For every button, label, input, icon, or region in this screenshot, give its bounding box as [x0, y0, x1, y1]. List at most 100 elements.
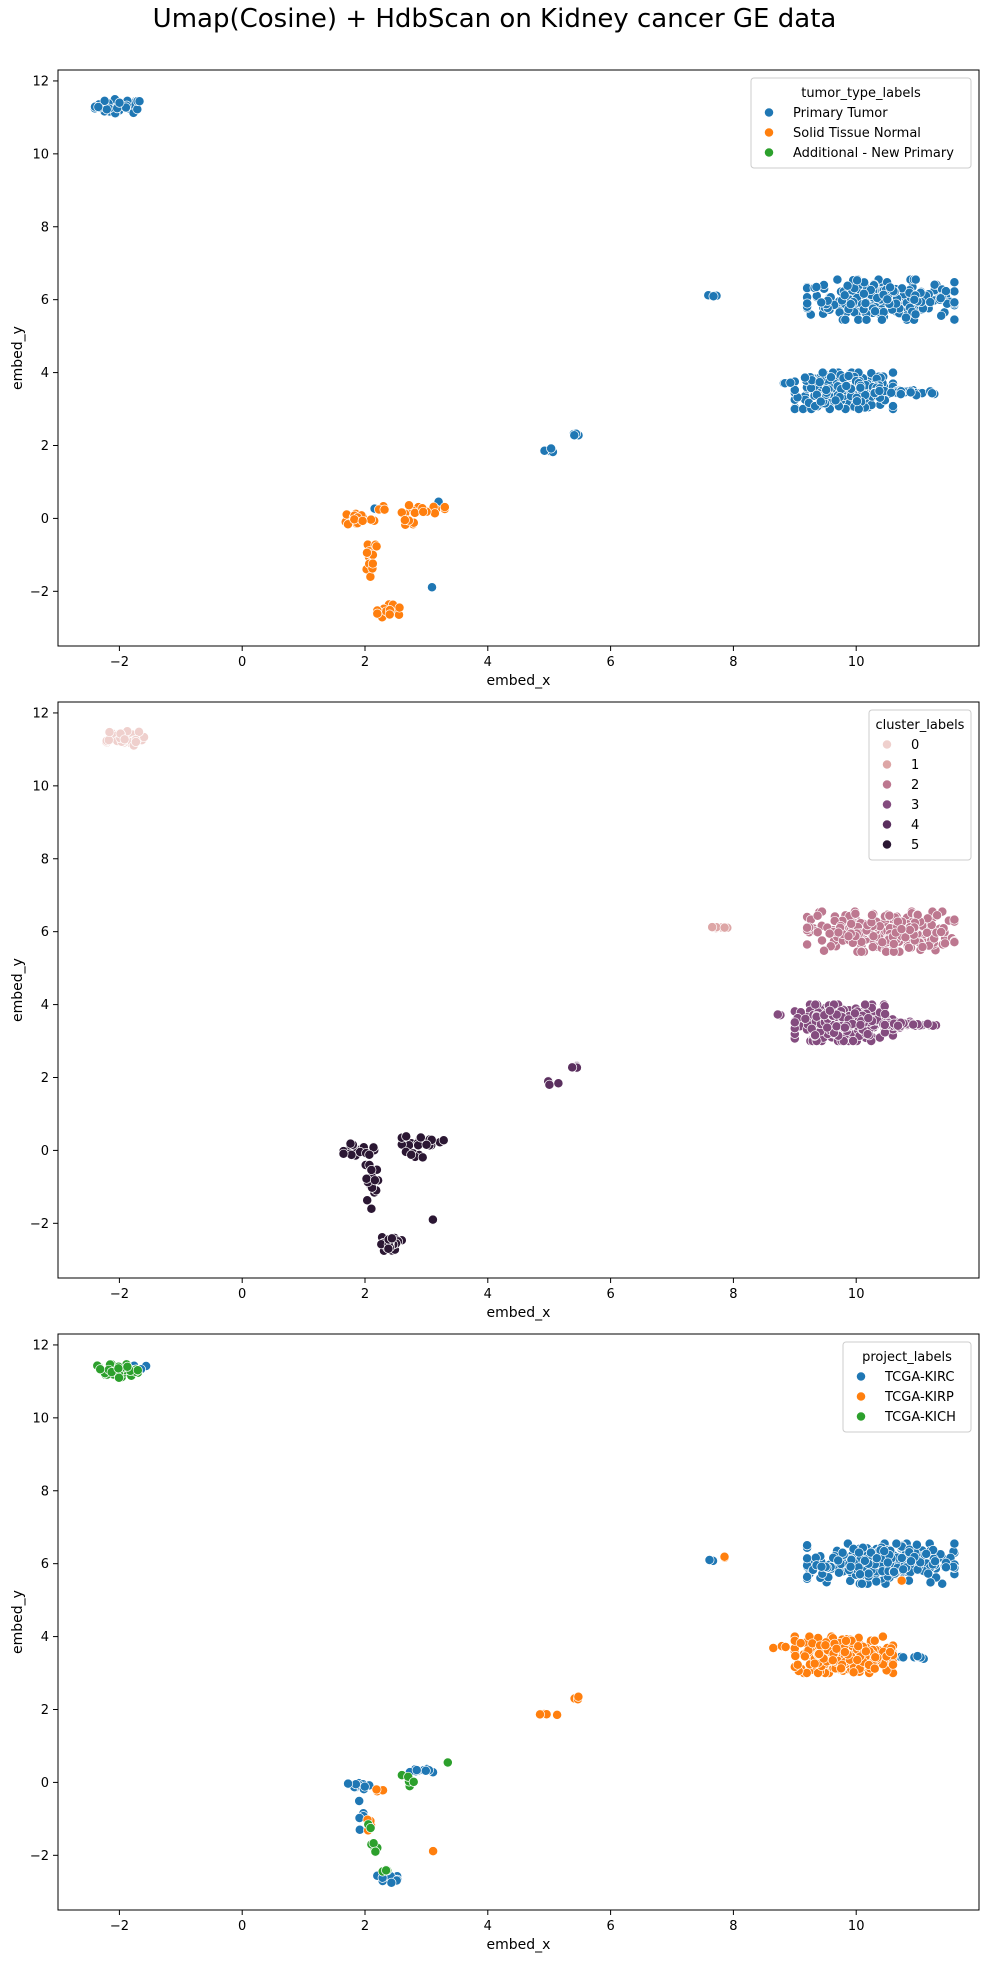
data-point	[801, 1668, 812, 1678]
series-3	[772, 999, 941, 1046]
data-point	[949, 277, 960, 288]
data-point	[949, 914, 960, 925]
series-primary-tumor	[89, 94, 960, 593]
legend-label: Additional - New Primary	[793, 146, 954, 161]
data-point	[855, 1569, 865, 1580]
data-point	[862, 1029, 873, 1040]
data-point	[845, 1575, 856, 1586]
legend: cluster_labels 0 1 2 3 4 5	[868, 709, 972, 861]
data-point	[901, 312, 911, 323]
data-point	[846, 918, 857, 929]
scatter-points	[92, 1359, 960, 1888]
legend-label: TCGA-KICH	[884, 1410, 956, 1425]
legend-box	[868, 709, 972, 861]
data-point	[809, 1658, 820, 1669]
data-point	[427, 1214, 438, 1225]
data-point	[908, 1019, 919, 1030]
data-point	[856, 946, 867, 957]
data-point	[442, 1757, 453, 1768]
legend-label: 2	[911, 778, 919, 793]
data-point	[927, 388, 938, 399]
data-point	[719, 922, 730, 933]
data-point	[362, 547, 372, 558]
data-point	[802, 939, 813, 950]
data-point	[827, 1655, 838, 1666]
data-point	[884, 910, 895, 921]
legend-marker	[856, 1391, 866, 1402]
x-axis-label: embed_x	[487, 1305, 551, 1321]
data-point	[810, 999, 821, 1010]
x-tick-label: 2	[361, 1919, 369, 1934]
y-tick-label: 8	[41, 220, 49, 235]
data-point	[802, 922, 813, 933]
data-point	[911, 1539, 922, 1550]
legend-box	[750, 77, 972, 169]
x-tick-label: 0	[238, 1919, 246, 1934]
data-point	[824, 928, 835, 939]
data-point	[903, 942, 914, 953]
data-point	[370, 1846, 381, 1857]
data-point	[949, 1538, 960, 1549]
data-point	[885, 1647, 896, 1657]
data-point	[856, 1578, 867, 1589]
y-tick-label: −2	[30, 1217, 49, 1232]
y-tick-label: 12	[32, 74, 49, 89]
legend-label: 1	[911, 758, 919, 773]
data-point	[876, 314, 887, 325]
data-point	[429, 508, 440, 519]
data-point	[848, 1667, 859, 1678]
x-tick-label: −2	[110, 1287, 129, 1302]
data-point	[113, 1363, 124, 1374]
data-point	[367, 558, 378, 569]
data-point	[364, 1149, 375, 1160]
data-point	[132, 104, 143, 115]
y-tick-label: 0	[41, 1776, 49, 1791]
data-point	[795, 1638, 806, 1649]
data-point	[940, 286, 951, 297]
data-point	[401, 1131, 412, 1142]
data-point	[896, 1575, 907, 1586]
data-point	[825, 941, 836, 952]
data-point	[853, 1641, 864, 1652]
data-point	[843, 371, 854, 381]
data-point	[867, 910, 877, 921]
data-point	[905, 387, 916, 398]
x-tick-label: −2	[110, 1919, 129, 1934]
x-tick-label: 6	[606, 655, 614, 670]
data-point	[930, 1556, 941, 1567]
data-point	[552, 1709, 563, 1720]
data-point	[772, 1009, 783, 1020]
data-point	[811, 282, 822, 292]
data-point	[800, 1013, 811, 1024]
legend-label: TCGA-KIRC	[884, 1370, 954, 1385]
legend: tumor_type_labels Primary Tumor Solid Tiss…	[750, 77, 972, 169]
data-point	[789, 404, 800, 414]
data-point	[361, 1173, 372, 1184]
x-tick-label: 0	[238, 655, 246, 670]
data-point	[119, 734, 130, 745]
data-point	[849, 1008, 860, 1019]
data-point	[371, 1784, 382, 1795]
y-tick-label: −2	[30, 1849, 49, 1864]
x-axis-label: embed_x	[487, 1937, 551, 1953]
data-point	[789, 1017, 800, 1028]
y-tick-label: 8	[41, 852, 49, 867]
y-axis-label: embed_y	[10, 958, 26, 1022]
legend-label: Solid Tissue Normal	[793, 126, 921, 141]
y-tick-label: 4	[41, 366, 49, 381]
data-point	[349, 514, 360, 525]
data-point	[837, 1547, 848, 1558]
data-point	[912, 1651, 923, 1662]
data-point	[888, 367, 898, 378]
data-point	[546, 443, 557, 454]
data-point	[800, 372, 810, 383]
x-tick-label: 0	[238, 1287, 246, 1302]
data-point	[858, 288, 869, 299]
data-point	[921, 1548, 932, 1559]
data-point	[896, 924, 907, 935]
data-point	[949, 937, 960, 948]
data-point	[93, 102, 104, 112]
x-tick-label: 10	[848, 1287, 865, 1302]
legend-label: 0	[911, 738, 919, 753]
